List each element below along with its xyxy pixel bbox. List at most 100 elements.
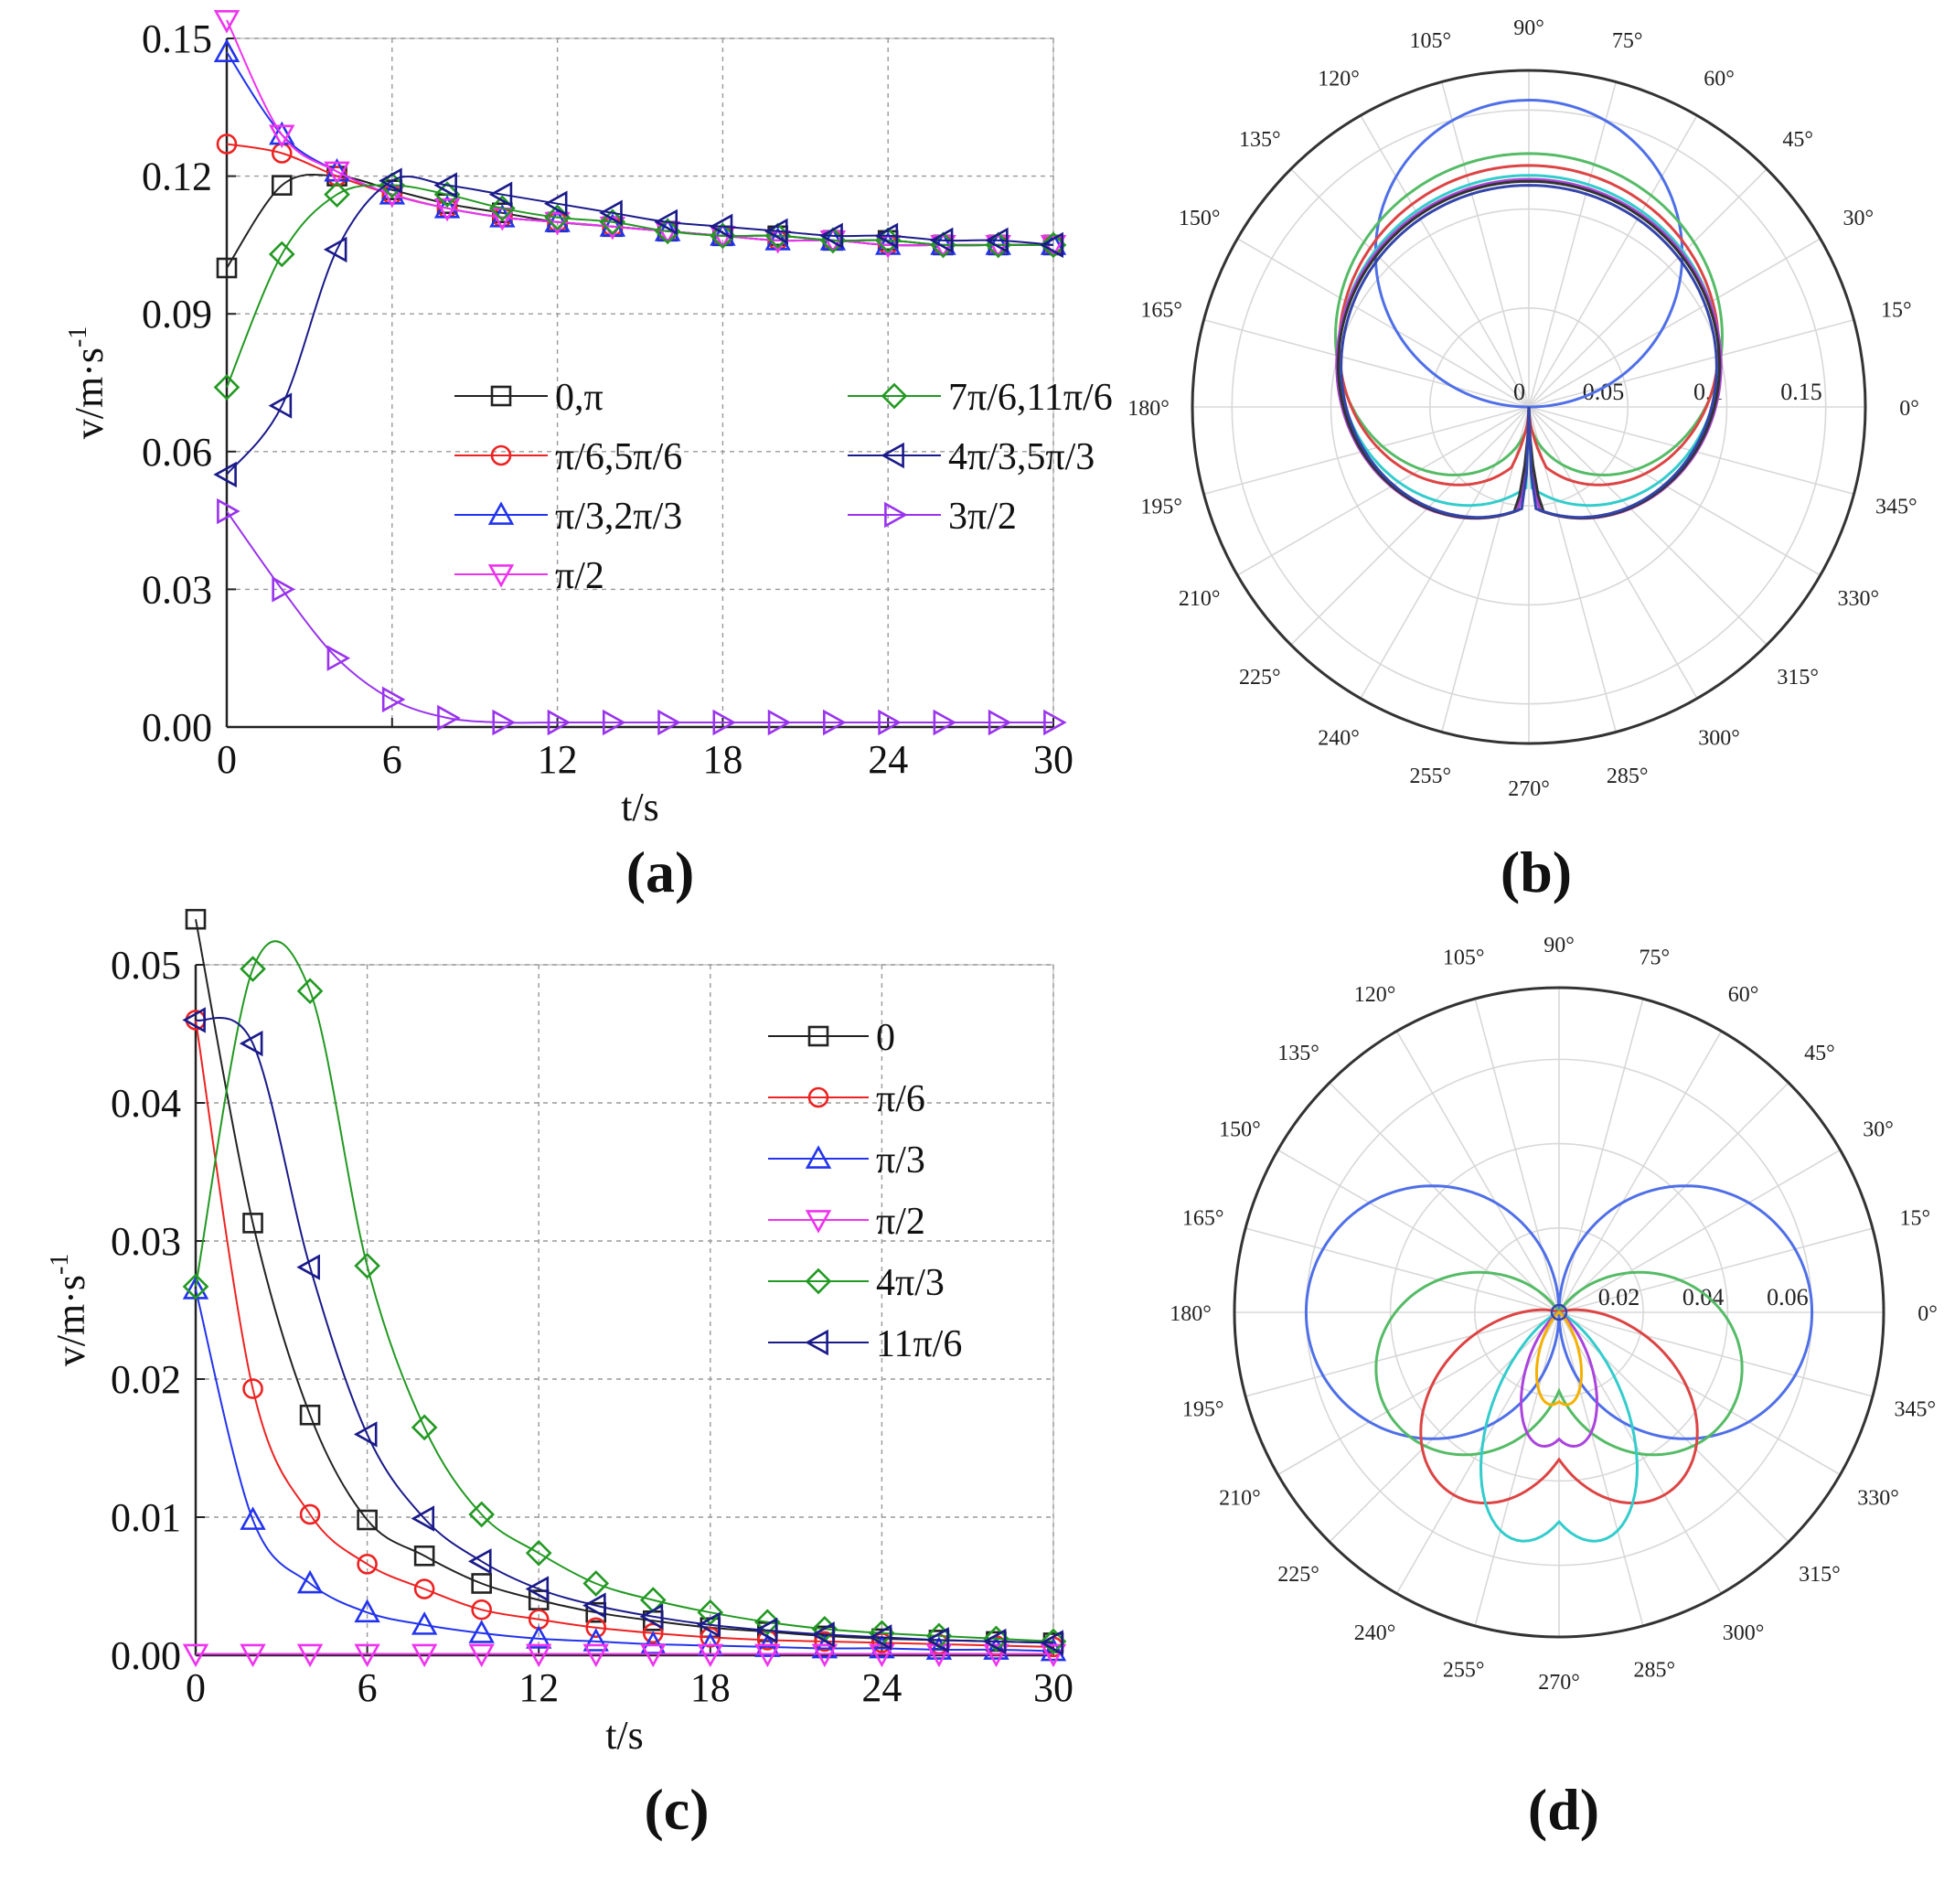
angular-gridline bbox=[1236, 406, 1530, 576]
panel-a-line-chart: 0 6 12 18 24 300.000.030.060.090.120.15t/sv/m… bbox=[64, 10, 1113, 829]
angle-label: 270° bbox=[1508, 777, 1550, 801]
data-point bbox=[468, 1501, 496, 1528]
legend-item: 7π/6,11π/6 bbox=[848, 377, 1113, 419]
data-point bbox=[213, 38, 240, 62]
panel-d-polar-chart: 0° 15° 30° 45° 60° 75° 90° 105° 120° 135° 150° 165°… bbox=[1170, 934, 1938, 1695]
data-point bbox=[411, 1414, 438, 1441]
series-line bbox=[226, 510, 1053, 724]
angle-label: 165° bbox=[1140, 298, 1182, 322]
data-point bbox=[354, 1643, 380, 1668]
panel-label-a: (a) bbox=[626, 840, 695, 904]
data-point bbox=[754, 1643, 781, 1668]
data-point bbox=[471, 1573, 492, 1594]
y-tick-label: 0.01 bbox=[111, 1495, 181, 1540]
data-point bbox=[985, 234, 1011, 259]
angle-label: 150° bbox=[1219, 1118, 1261, 1142]
data-point bbox=[433, 198, 461, 222]
data-point bbox=[357, 1554, 378, 1575]
data-point bbox=[467, 1548, 492, 1575]
data-point bbox=[239, 1030, 263, 1057]
data-point bbox=[296, 978, 324, 1005]
angular-gridline bbox=[1558, 1149, 1841, 1313]
angular-gridline bbox=[1558, 1082, 1789, 1313]
data-point bbox=[326, 645, 351, 671]
angular-gridline bbox=[1236, 238, 1530, 408]
curve-orange bbox=[1535, 1310, 1583, 1407]
data-point bbox=[213, 461, 237, 488]
data-point bbox=[985, 227, 1009, 254]
angular-gridline bbox=[1360, 114, 1530, 408]
data-point bbox=[868, 1624, 892, 1651]
data-point bbox=[468, 1620, 495, 1643]
data-point bbox=[323, 236, 347, 263]
angle-label: 105° bbox=[1443, 947, 1485, 970]
y-tick-label: 0.04 bbox=[111, 1081, 181, 1126]
legend-swatch-marker bbox=[805, 1329, 828, 1356]
x-tick-label: 24 bbox=[868, 737, 908, 782]
y-tick-label: 0.03 bbox=[142, 567, 212, 612]
data-point bbox=[182, 1643, 209, 1668]
data-point bbox=[582, 1643, 609, 1668]
series-line bbox=[195, 1016, 1054, 1644]
radius-label: 0.05 bbox=[1583, 379, 1625, 405]
curve-red bbox=[1419, 1308, 1699, 1505]
data-point bbox=[240, 956, 266, 982]
angle-label: 60° bbox=[1728, 983, 1759, 1007]
legend-label: 4π/3,5π/3 bbox=[948, 436, 1095, 478]
data-point bbox=[585, 1617, 607, 1639]
angle-label: 345° bbox=[1875, 496, 1917, 519]
y-tick-label: 0.05 bbox=[111, 943, 181, 988]
data-point bbox=[268, 392, 293, 419]
data-point bbox=[753, 1609, 781, 1636]
data-point bbox=[712, 709, 737, 736]
angle-label: 165° bbox=[1182, 1207, 1224, 1231]
data-point bbox=[242, 1378, 263, 1399]
angular-gridline bbox=[1440, 81, 1530, 408]
series-11π/6 bbox=[182, 1007, 1063, 1656]
angular-gridline bbox=[1203, 318, 1530, 408]
legend-item: 3π/2 bbox=[848, 496, 1017, 538]
data-point bbox=[353, 1421, 378, 1448]
data-point bbox=[582, 1628, 609, 1652]
legend-swatch-marker bbox=[805, 1268, 832, 1295]
angle-label: 240° bbox=[1318, 726, 1360, 750]
legend-label: π/3,2π/3 bbox=[555, 496, 682, 538]
curve-red bbox=[1337, 164, 1721, 487]
polar-grid bbox=[1192, 70, 1865, 743]
x-tick-label: 30 bbox=[1033, 737, 1073, 782]
data-point bbox=[413, 1578, 435, 1599]
legend-label: π/6,5π/6 bbox=[555, 436, 682, 478]
angular-gridline bbox=[1244, 1311, 1560, 1397]
angular-gridline bbox=[1290, 168, 1530, 408]
data-point bbox=[983, 1643, 1009, 1668]
polar-center-marker bbox=[1550, 1303, 1568, 1321]
data-point bbox=[547, 709, 571, 736]
data-point bbox=[296, 1643, 324, 1668]
x-tick-label: 12 bbox=[518, 1665, 559, 1710]
y-axis-label-superscript: -1 bbox=[46, 1254, 74, 1275]
data-point bbox=[357, 1509, 378, 1531]
angular-gridline bbox=[1277, 1149, 1560, 1313]
angle-label: 210° bbox=[1219, 1487, 1261, 1511]
legend-item: π/6,5π/6 bbox=[454, 436, 682, 478]
series-line bbox=[226, 184, 1053, 388]
angular-gridline bbox=[1558, 1311, 1789, 1543]
angular-gridline bbox=[1528, 318, 1854, 408]
data-point bbox=[1040, 234, 1067, 259]
y-tick-label: 0.15 bbox=[142, 16, 212, 61]
curve-green bbox=[1374, 1270, 1744, 1457]
panel-label-d: (d) bbox=[1528, 1777, 1599, 1842]
angle-label: 15° bbox=[1881, 298, 1912, 322]
curve-cyan bbox=[1336, 174, 1722, 508]
angular-gridline bbox=[1528, 168, 1768, 408]
data-point bbox=[874, 222, 899, 250]
angular-gridline bbox=[1244, 1227, 1560, 1313]
data-point bbox=[185, 908, 207, 930]
angular-gridline bbox=[1558, 1311, 1874, 1397]
radius-label: 0.06 bbox=[1767, 1284, 1809, 1310]
radius-label: 0.02 bbox=[1598, 1284, 1640, 1310]
angle-label: 135° bbox=[1239, 128, 1281, 152]
angular-gridline bbox=[1528, 406, 1698, 700]
data-point bbox=[217, 497, 240, 525]
angle-label: 0° bbox=[1899, 397, 1919, 421]
